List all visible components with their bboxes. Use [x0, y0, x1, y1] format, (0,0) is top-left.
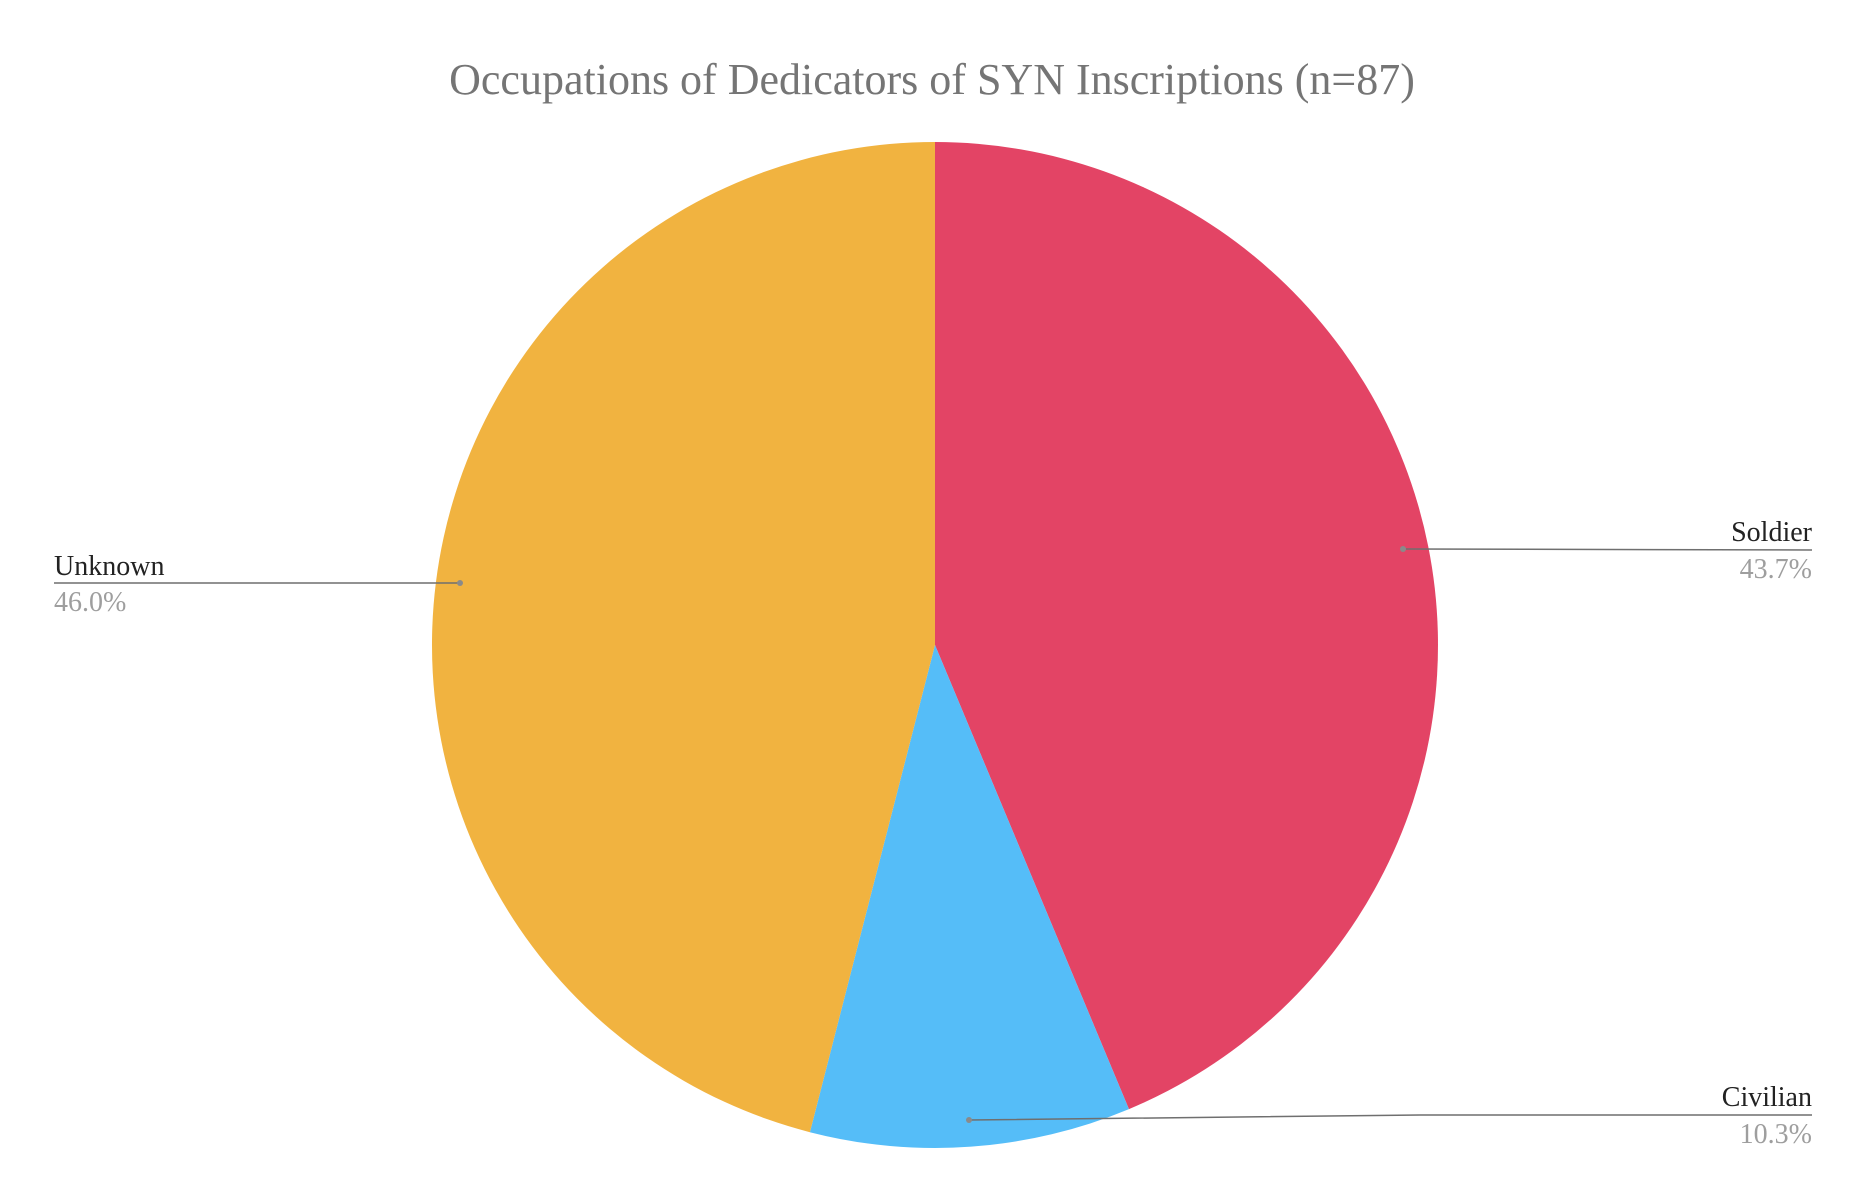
leader-dot-soldier [1400, 546, 1406, 552]
leader-line-soldier [1402, 548, 1813, 551]
label-group-civilian: Civilian 10.3% [966, 1082, 1812, 1150]
label-group-soldier: Soldier 43.7% [1400, 517, 1813, 585]
slice-label-civilian: Civilian [1722, 1082, 1812, 1113]
chart-title: Occupations of Dedicators of SYN Inscrip… [449, 55, 1415, 104]
slice-value-soldier: 43.7% [1740, 554, 1812, 585]
slice-value-unknown: 46.0% [54, 587, 126, 618]
slice-value-civilian: 10.3% [1740, 1119, 1812, 1150]
slice-label-soldier: Soldier [1731, 517, 1813, 548]
pie-slice-unknown [431, 142, 935, 1133]
leader-line-civilian [968, 1114, 1812, 1121]
pie-slice-soldier [935, 142, 1438, 1110]
pie-slice-civilian [809, 645, 1129, 1148]
slice-label-unknown: Unknown [54, 551, 164, 582]
pie-slices [431, 142, 1438, 1148]
label-group-unknown: Unknown 46.0% [54, 551, 463, 618]
leader-dot-unknown [457, 580, 463, 586]
leader-dot-civilian [966, 1117, 972, 1123]
